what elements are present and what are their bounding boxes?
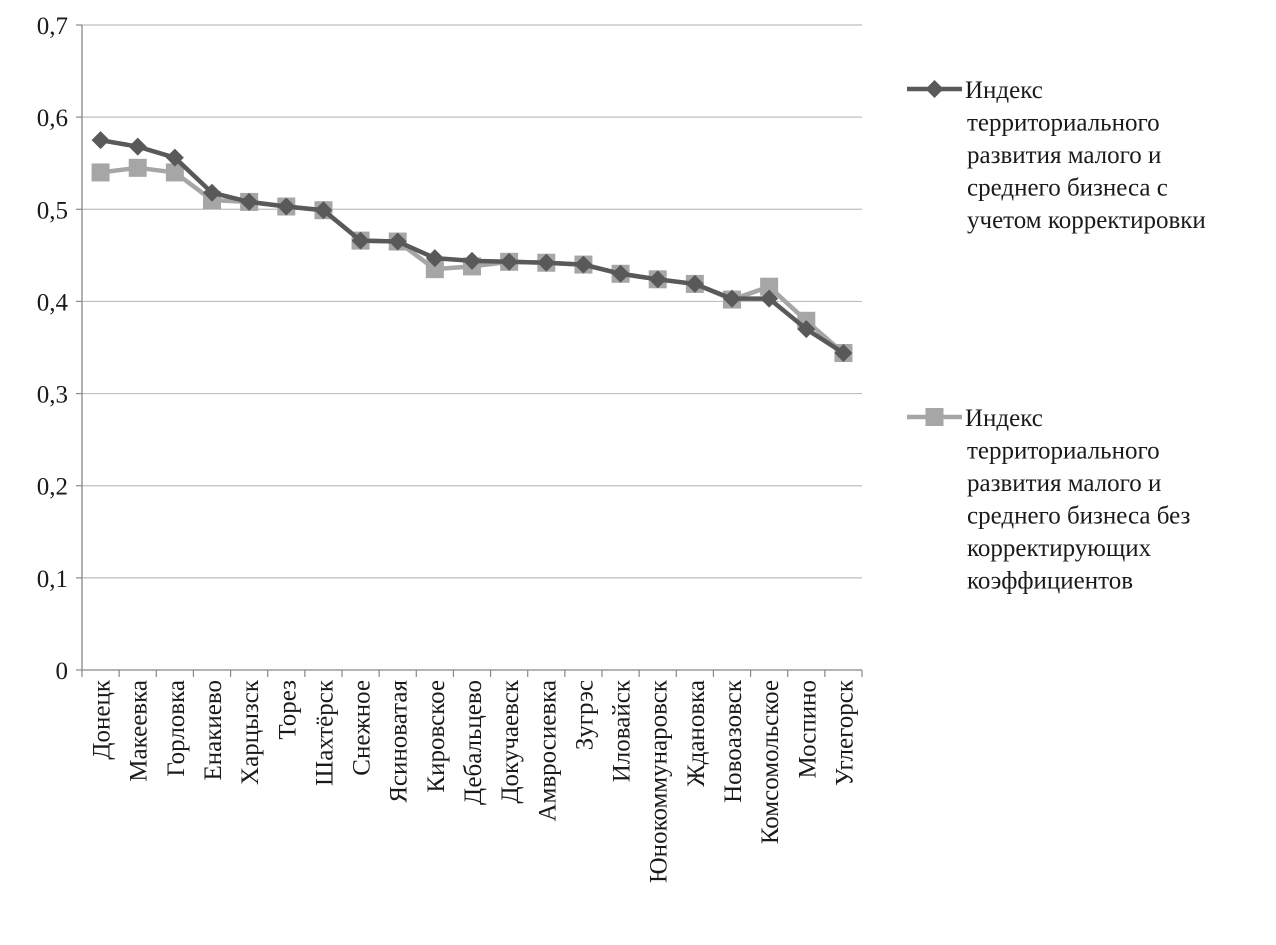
- data-point: [165, 148, 184, 167]
- x-tick-label: Харцызск: [237, 679, 264, 785]
- data-point: [203, 183, 221, 202]
- legend-swatch-marker: [925, 80, 944, 98]
- data-point: [165, 163, 184, 182]
- x-tick-label: Донецк: [89, 679, 116, 759]
- x-tick-label: Торез: [274, 680, 301, 740]
- data-point: [685, 274, 704, 293]
- data-point: [760, 289, 779, 308]
- x-tick-labels: Донецк Макеевка Горловка Енакиево Харцызск То…: [89, 679, 859, 883]
- x-tick-label: Иловайск: [609, 679, 636, 782]
- data-point: [463, 251, 481, 270]
- x-tick-label: Зугрэс: [571, 680, 598, 750]
- data-point: [537, 253, 556, 272]
- data-point: [91, 163, 110, 182]
- x-tick-label: Кировское: [423, 680, 450, 793]
- y-tick-label: 0,1: [37, 566, 68, 593]
- data-point: [388, 232, 407, 251]
- legend-swatch-marker: [925, 408, 944, 426]
- x-tick-label: Шахтёрск: [311, 679, 338, 786]
- data-point: [834, 344, 853, 363]
- y-tick-label: 0,2: [37, 474, 68, 501]
- y-tick-label: 0,7: [37, 13, 68, 40]
- x-tick-label: Новоазовск: [720, 679, 747, 803]
- data-point: [611, 264, 630, 283]
- x-tick-label: Комсомольское: [757, 680, 784, 844]
- data-point: [723, 289, 741, 308]
- data-point: [351, 231, 370, 250]
- x-tick-label: Углегорск: [831, 679, 858, 786]
- data-point: [277, 197, 296, 216]
- data-point: [760, 277, 779, 296]
- y-tick-label: 0,5: [37, 197, 68, 224]
- x-tick-label: Горловка: [163, 680, 190, 777]
- x-tick-label: Снежное: [349, 680, 376, 776]
- y-tick-label: 0,4: [37, 289, 69, 316]
- series-lines: [91, 131, 853, 363]
- x-tick-label: Ясиноватая: [386, 680, 413, 803]
- x-tick-label: Юнокоммунаровск: [646, 679, 673, 883]
- x-tick-label: Моспино: [794, 680, 821, 778]
- data-point: [425, 260, 444, 279]
- x-tick-label: Енакиево: [200, 680, 227, 781]
- x-tick-label: Докучаевск: [497, 679, 524, 803]
- y-tick-labels: 0 0,1 0,2 0,3 0,4 0,5 0,6 0,7: [37, 13, 69, 685]
- y-tick-label: 0: [56, 658, 69, 685]
- data-point: [128, 158, 147, 177]
- y-tick-label: 0,3: [37, 382, 68, 409]
- data-point: [648, 270, 667, 289]
- data-point: [574, 255, 593, 274]
- x-tick-label: Амвросиевка: [534, 680, 561, 822]
- data-point: [500, 252, 519, 271]
- x-tick-label: Макеевка: [126, 680, 153, 782]
- y-tick-label: 0,6: [37, 105, 68, 132]
- x-tick-label: Ждановка: [683, 680, 710, 787]
- data-point: [128, 137, 147, 156]
- data-point: [314, 201, 333, 220]
- x-tick-label: Дебальцево: [460, 680, 487, 805]
- series-line: [100, 137, 845, 355]
- data-point: [425, 249, 444, 268]
- data-point: [91, 131, 110, 150]
- data-point: [240, 192, 259, 211]
- grid-lines: [82, 24, 862, 579]
- data-point: [797, 320, 816, 339]
- axes: [76, 24, 863, 677]
